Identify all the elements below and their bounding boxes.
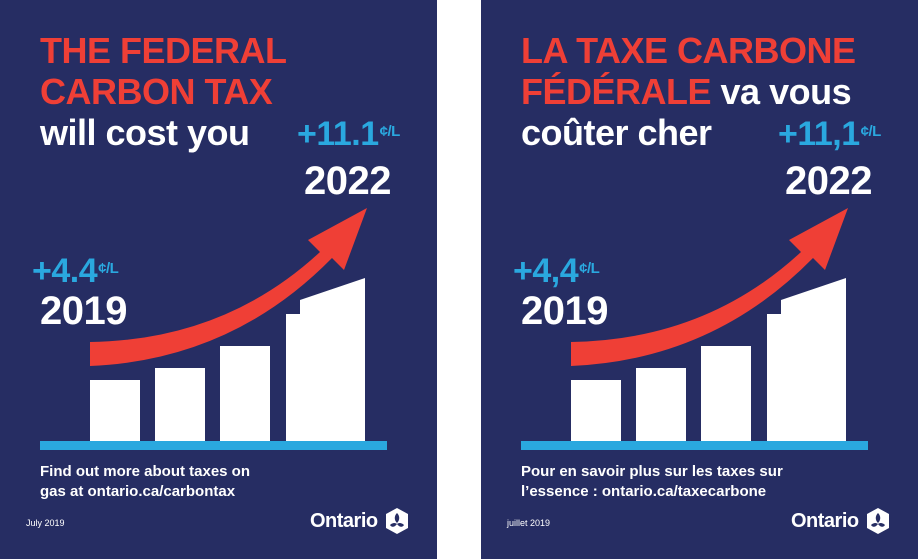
value-2019-number: +4,4: [513, 252, 579, 290]
date-label: juillet 2019: [507, 518, 551, 528]
date-label: July 2019: [26, 518, 65, 528]
bar-3: [701, 346, 751, 442]
bar-chart: [40, 208, 387, 450]
headline-red-line1: LA TAXE CARBONE: [521, 30, 856, 71]
value-2022-unit: ¢/L: [860, 123, 882, 140]
value-2019: +4,4¢/L: [513, 252, 600, 290]
bar-3: [220, 346, 270, 442]
footer-line1: Pour en savoir plus sur les taxes sur: [521, 463, 783, 480]
baseline: [40, 441, 387, 450]
value-2019-number: +4.4: [32, 252, 98, 290]
headline: THE FEDERAL CARBON TAX will cost you: [40, 30, 430, 153]
ontario-trillium-icon: [866, 508, 889, 534]
bar-1: [571, 380, 621, 442]
bar-1: [90, 380, 140, 442]
bar-2: [155, 368, 205, 442]
bar-5: [300, 278, 365, 442]
bar-chart: [521, 208, 868, 450]
value-2022: +11.1¢/L: [297, 117, 400, 151]
headline-red-line1: THE FEDERAL: [40, 30, 287, 71]
footer-line1: Find out more about taxes on: [40, 463, 251, 480]
poster-french: LA TAXE CARBONE FÉDÉRALE va vous coûter …: [481, 0, 918, 559]
value-2022-number: +11.1: [297, 115, 379, 153]
value-2019-unit: ¢/L: [98, 260, 119, 277]
footer-text: Pour en savoir plus sur les taxes sur l’…: [521, 462, 911, 502]
ontario-trillium-icon: [385, 508, 408, 534]
headline-white: coûter cher: [521, 112, 712, 153]
ontario-brand: Ontario: [310, 507, 410, 535]
footer-line2: l’essence : ontario.ca/taxecarbone: [521, 483, 767, 500]
headline-red-line2: FÉDÉRALE: [521, 71, 712, 112]
year-2019: 2019: [40, 289, 127, 333]
year-2019: 2019: [521, 289, 608, 333]
footer-text: Find out more about taxes on gas at onta…: [40, 462, 430, 502]
headline-white: will cost you: [40, 112, 250, 153]
headline-white-inline: va vous: [720, 71, 852, 112]
value-2022-number: +11,1: [778, 115, 860, 153]
headline: LA TAXE CARBONE FÉDÉRALE va vous coûter …: [521, 30, 911, 153]
value-2022: +11,1¢/L: [778, 117, 881, 151]
brand-name: Ontario: [310, 509, 378, 532]
baseline: [521, 441, 868, 450]
year-2022: 2022: [304, 159, 391, 203]
bar-2: [636, 368, 686, 442]
headline-red-line2: CARBON TAX: [40, 71, 273, 112]
ontario-brand: Ontario: [791, 507, 891, 535]
bar-5: [781, 278, 846, 442]
year-2022: 2022: [785, 159, 872, 203]
brand-name: Ontario: [791, 509, 859, 532]
trend-arrow: [571, 208, 848, 366]
value-2019-unit: ¢/L: [579, 260, 600, 277]
value-2019: +4.4¢/L: [32, 252, 119, 290]
footer-line2: gas at ontario.ca/carbontax: [40, 483, 236, 500]
value-2022-unit: ¢/L: [379, 123, 401, 140]
trend-arrow: [90, 208, 367, 366]
poster-english: THE FEDERAL CARBON TAX will cost you +11…: [0, 0, 437, 559]
